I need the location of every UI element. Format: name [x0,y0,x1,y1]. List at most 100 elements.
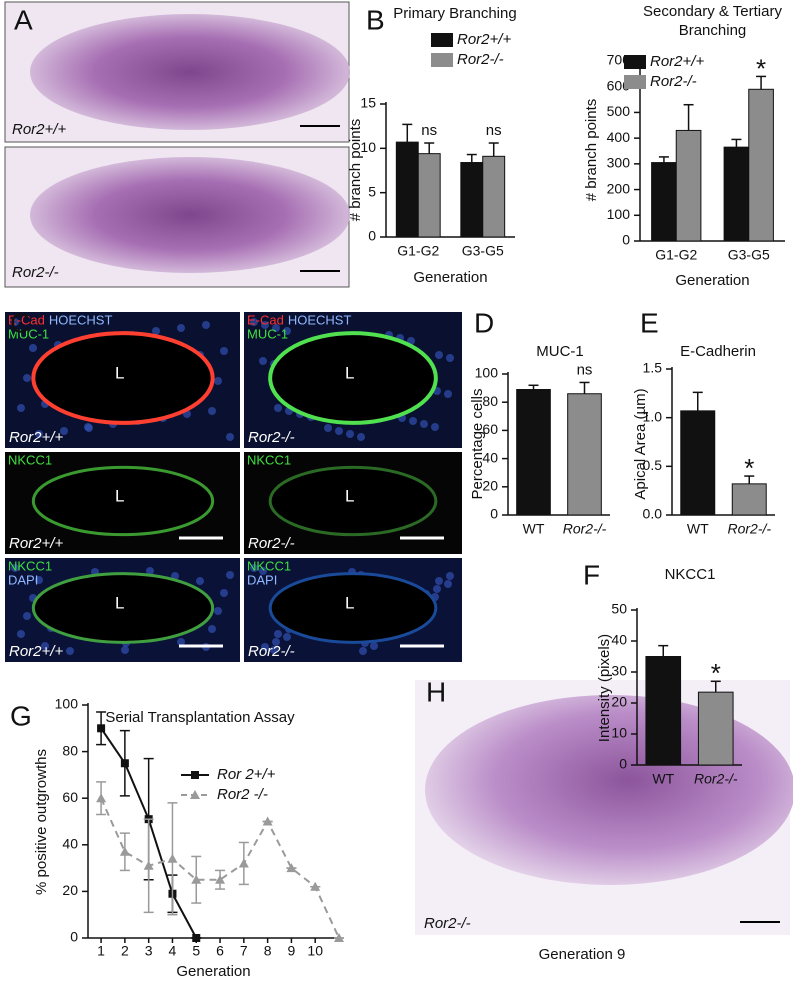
x-tick-label: G3-G5 [462,243,504,259]
genotype-label: Ror2+/+ [12,121,66,138]
y-tick-label: 10 [611,725,627,741]
panel-letter: A [14,4,33,35]
marker [167,853,178,863]
nucleus [335,427,343,435]
marker [238,858,249,868]
nucleus [208,407,216,415]
nucleus [272,324,280,332]
legend-label: Ror2+/+ [650,53,704,70]
nucleus [446,354,454,362]
epithelium [31,465,215,537]
bar [645,656,682,766]
epithelium [268,572,438,644]
stain-label: HOECHST [49,312,113,327]
y-tick-label: 300 [607,155,631,171]
nucleus [214,607,222,615]
y-tick-label: 20 [62,882,78,898]
nucleus [435,351,443,359]
legend-label: Ror2-/- [650,73,697,90]
stain-label: HOECHST [288,312,352,327]
significance-label: ns [421,122,437,139]
marker [191,771,199,779]
nucleus [324,424,332,432]
y-tick-label: 0.5 [643,457,663,473]
legend-swatch [624,55,646,69]
genotype-label: Ror2-/- [424,915,471,932]
y-tick-label: 30 [611,663,627,679]
bar [567,393,602,516]
marker [262,816,273,826]
nucleus [250,564,258,572]
x-tick-label: 9 [288,943,296,959]
x-tick-label: 4 [169,943,177,959]
y-tick-label: 20 [482,478,498,494]
x-tick-label: WT [652,771,674,787]
gland [30,14,350,130]
marker [192,934,201,942]
divider [240,310,244,662]
marker [334,933,344,942]
stain-label: E-Cad [247,312,284,327]
y-axis-label: Intensity (pixels) [596,634,613,742]
y-tick-label: 50 [611,601,627,617]
image-caption: Generation 9 [539,946,626,963]
panel-letter: E [640,307,659,338]
nucleus [435,577,443,585]
significance-label: ns [486,122,502,139]
bar [697,691,734,766]
panel-letter: H [426,676,446,707]
x-tick-label: 2 [121,943,129,959]
nucleus [261,321,269,329]
y-tick-label: 400 [607,129,631,145]
x-tick-label: 7 [240,943,248,959]
bar [460,162,484,238]
marker [97,724,106,733]
genotype-label: Ror2-/- [248,535,295,552]
nucleus [433,585,441,593]
genotype-label: Ror2-/- [248,429,295,446]
nucleus [17,630,25,638]
nucleus [346,430,354,438]
y-tick-label: 200 [607,180,631,196]
chart-title: Primary Branching [393,5,516,22]
gland [30,157,350,273]
x-tick-label: G1-G2 [655,247,697,263]
chart-title: Serial Transplantation Assay [105,709,295,726]
marker [119,846,130,856]
y-tick-label: 60 [482,421,498,437]
nucleus [35,430,43,438]
significance-label: * [756,53,766,83]
x-axis-label: Generation [176,963,250,980]
x-tick-label: 1 [97,943,105,959]
nucleus [226,433,234,441]
nucleus [250,318,258,326]
epithelium [268,465,438,537]
y-tick-label: 40 [611,632,627,648]
nucleus [208,625,216,633]
y-tick-label: 100 [607,206,631,222]
nucleus [220,347,228,355]
nucleus [11,564,19,572]
nucleus [60,427,68,435]
marker [191,874,202,884]
chart-title: MUC-1 [536,343,584,360]
lumen-label: L [345,363,354,382]
stain-label: E-Cad [8,312,45,327]
nucleus [446,572,454,580]
x-axis-label: Generation [675,272,749,289]
nucleus [152,327,160,335]
nucleus [66,647,74,655]
bar [675,129,702,242]
lumen-label: L [345,486,354,505]
stain-label: NKCC1 [247,452,291,467]
y-axis-label: Percentage cells [469,389,486,500]
nucleus [370,642,378,650]
legend-label: Ror 2+/+ [217,766,276,783]
legend-swatch [431,53,453,67]
nucleus [220,589,228,597]
x-tick-label: Ror2-/- [727,521,771,537]
y-axis-label: # branch points [347,119,364,222]
marker [286,863,297,873]
y-tick-label: 15 [360,95,376,111]
